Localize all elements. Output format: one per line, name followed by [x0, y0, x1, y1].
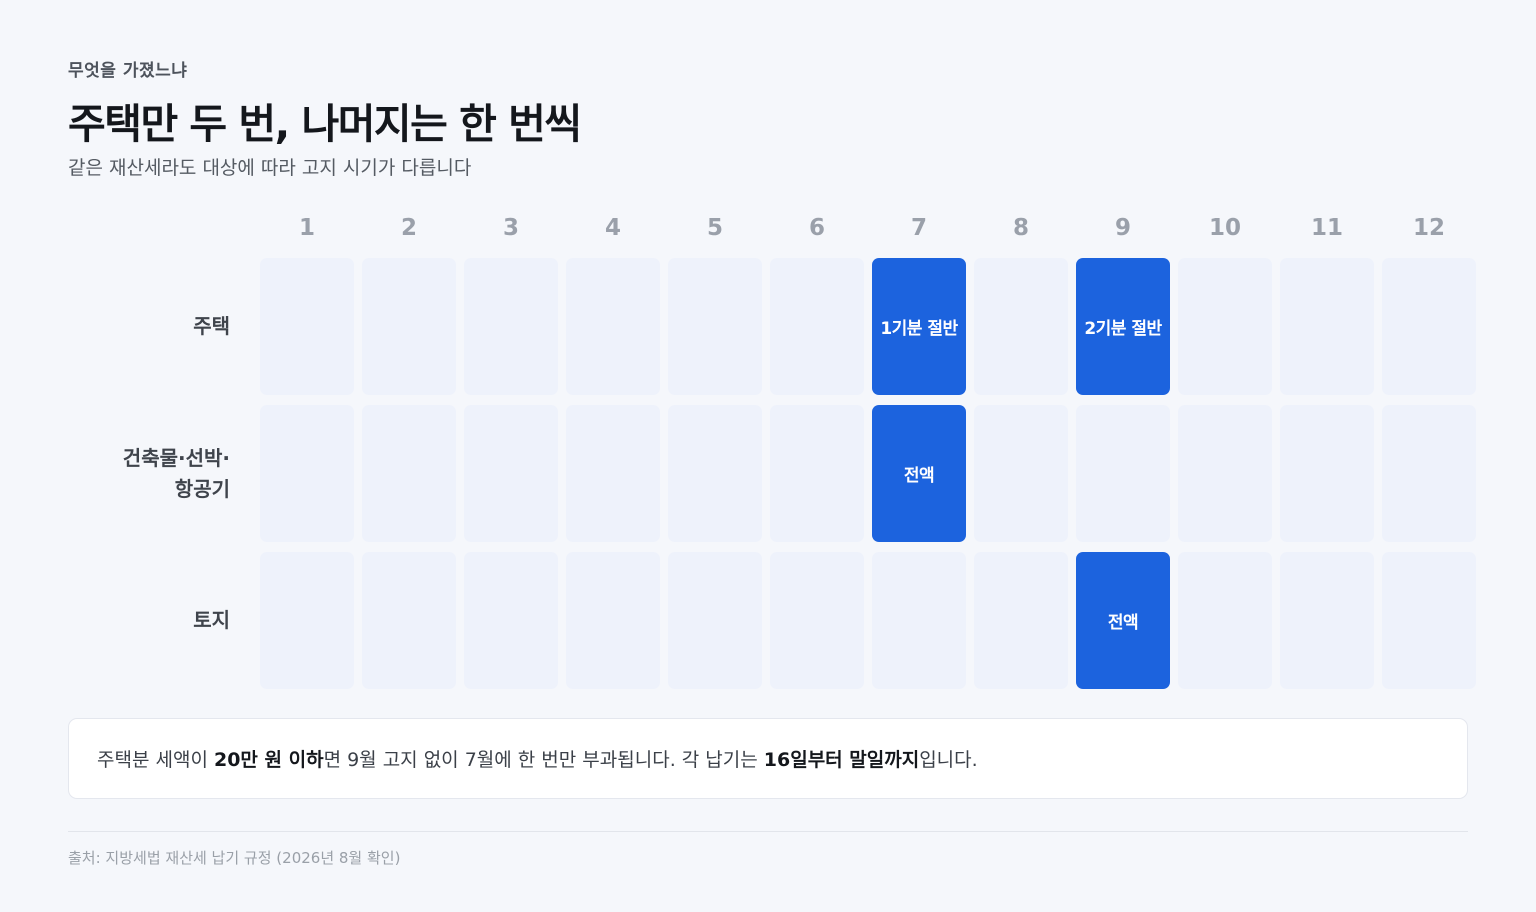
row-label-line: 건축물·선박·	[122, 445, 230, 470]
month-label-6: 6	[808, 215, 825, 241]
month-cell	[1382, 552, 1476, 689]
row-label-line: 항공기	[174, 476, 230, 501]
note-text-1: 주택분 세액이	[97, 749, 214, 771]
eyebrow-text: 무엇을 가졌느냐	[68, 61, 188, 81]
month-cell	[1178, 258, 1272, 395]
month-cell	[260, 552, 354, 689]
month-cell	[872, 552, 966, 689]
schedule-block: 2기분 절반	[1076, 258, 1170, 395]
month-cell	[668, 258, 762, 395]
month-cell	[362, 552, 456, 689]
month-cell	[464, 258, 558, 395]
month-cell	[974, 552, 1068, 689]
month-cell	[770, 258, 864, 395]
source-text: 출처: 지방세법 재산세 납기 규정 (2026년 8월 확인)	[68, 849, 401, 867]
month-label-11: 11	[1310, 215, 1343, 241]
month-cell	[770, 552, 864, 689]
schedule-block: 전액	[872, 405, 966, 542]
month-label-2: 2	[400, 215, 417, 241]
schedule-block: 1기분 절반	[872, 258, 966, 395]
month-cell	[974, 405, 1068, 542]
note-text-2: 면 9월 고지 없이 7월에 한 번만 부과됩니다. 각 납기는	[323, 749, 764, 771]
month-label-12: 12	[1412, 215, 1445, 241]
footer-divider	[68, 831, 1468, 832]
note-emphasis-amount: 20만 원 이하	[213, 749, 324, 771]
month-cell	[1280, 552, 1374, 689]
row-label-line: 주택	[193, 314, 230, 338]
month-cell	[260, 258, 354, 395]
month-cell	[1178, 552, 1272, 689]
page-subtitle: 같은 재산세라도 대상에 따라 고지 시기가 다릅니다	[68, 157, 472, 179]
month-label-4: 4	[604, 215, 621, 241]
month-cell	[1280, 405, 1374, 542]
month-cell	[1382, 258, 1476, 395]
month-label-1: 1	[298, 215, 315, 241]
note-text-3: 입니다.	[919, 749, 978, 771]
month-cell	[464, 552, 558, 689]
month-cell	[668, 552, 762, 689]
month-cell	[974, 258, 1068, 395]
month-cell	[464, 405, 558, 542]
month-cell	[1076, 405, 1170, 542]
month-label-3: 3	[502, 215, 519, 241]
row-label: 건축물·선박· 항공기	[68, 405, 252, 542]
month-cell	[1178, 405, 1272, 542]
month-cell	[362, 405, 456, 542]
month-cell	[566, 552, 660, 689]
month-label-10: 10	[1208, 215, 1241, 241]
month-label-7: 7	[910, 215, 927, 241]
grid-corner	[68, 208, 252, 248]
month-cell	[1382, 405, 1476, 542]
month-label-5: 5	[706, 215, 723, 241]
month-cell	[566, 258, 660, 395]
month-cell	[566, 405, 660, 542]
schedule-block: 전액	[1076, 552, 1170, 689]
month-cell	[362, 258, 456, 395]
row-label: 주택	[68, 258, 252, 395]
month-cell	[260, 405, 354, 542]
info-note: 주택분 세액이 20만 원 이하 면 9월 고지 없이 7월에 한 번만 부과됩…	[68, 718, 1468, 799]
month-label-9: 9	[1114, 215, 1131, 241]
note-emphasis-period: 16일부터 말일까지	[763, 749, 920, 771]
row-label-line: 토지	[193, 608, 230, 632]
row-label: 토지	[68, 552, 252, 689]
tax-calendar-grid: 1 2 3 4 5 6 7 8 9 10 11 12 주택 1기분 절반 2기분 절반 건축물·선박· 항공기 전…	[68, 208, 1476, 689]
month-label-8: 8	[1012, 215, 1029, 241]
page-title: 주택만 두 번, 나머지는 한 번씩	[68, 100, 582, 148]
month-cell	[770, 405, 864, 542]
month-cell	[1280, 258, 1374, 395]
month-cell	[668, 405, 762, 542]
